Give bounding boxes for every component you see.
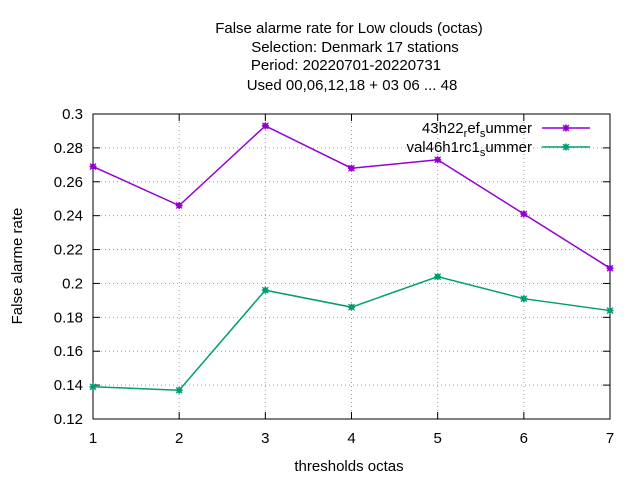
y-tick-label: 0.3 bbox=[62, 106, 83, 123]
y-axis-label: False alarme rate bbox=[9, 208, 26, 325]
data-point-val bbox=[89, 383, 97, 391]
data-point-ref bbox=[175, 202, 183, 209]
data-point-val bbox=[348, 303, 355, 311]
data-point-val bbox=[606, 307, 614, 315]
legend-point-val-d2 bbox=[562, 143, 570, 151]
data-point-val-d2 bbox=[434, 273, 442, 281]
data-point-val bbox=[520, 295, 528, 303]
y-tick-label: 0.26 bbox=[54, 174, 83, 191]
y-tick-label: 0.28 bbox=[54, 140, 83, 157]
y-tick-label: 0.14 bbox=[54, 377, 83, 394]
data-point-val bbox=[261, 286, 269, 294]
data-point-val-d2 bbox=[520, 295, 528, 303]
data-point-val-d2 bbox=[261, 286, 269, 294]
title-line-4: Used 00,06,12,18 + 03 06 ... 48 bbox=[247, 77, 458, 94]
x-tick-label: 3 bbox=[261, 430, 269, 447]
legend-label-val: val46h1rc1summer bbox=[406, 139, 532, 159]
x-axis-ticks: 1 2 3 4 5 6 7 bbox=[89, 114, 614, 447]
data-point-ref bbox=[89, 163, 97, 171]
y-tick-label: 0.2 bbox=[62, 275, 83, 292]
x-tick-label: 5 bbox=[433, 430, 441, 447]
data-point-ref-d2 bbox=[89, 163, 97, 170]
data-point-val-d2 bbox=[175, 386, 183, 394]
y-tick-label: 0.18 bbox=[54, 309, 83, 326]
data-point-ref-d2 bbox=[261, 122, 269, 130]
data-point-ref-d2 bbox=[175, 202, 183, 209]
y-tick-label: 0.12 bbox=[54, 411, 83, 428]
data-point-val-d2 bbox=[348, 303, 355, 311]
legend-marker-ref bbox=[562, 124, 570, 132]
y-tick-label: 0.16 bbox=[54, 343, 83, 360]
title-line-1: False alarme rate for Low clouds (octas) bbox=[215, 20, 483, 37]
x-tick-label: 7 bbox=[606, 430, 614, 447]
x-axis-label: thresholds octas bbox=[294, 458, 403, 475]
x-tick-label: 4 bbox=[347, 430, 355, 447]
data-point-ref bbox=[348, 164, 355, 172]
y-axis-ticks: 0.12 0.14 0.16 0.18 0.2 0.22 0.24 0.26 0.28 0.3 bbox=[54, 106, 610, 428]
data-point-ref bbox=[261, 122, 269, 130]
data-point-ref-d2 bbox=[434, 156, 442, 164]
data-point-ref-d2 bbox=[520, 210, 528, 218]
data-point-ref bbox=[520, 210, 528, 218]
data-point-ref bbox=[606, 264, 614, 272]
title-line-3: Period: 20220701-20220731 bbox=[251, 57, 441, 74]
data-point-val-d2 bbox=[89, 383, 97, 391]
data-point-ref-d2 bbox=[348, 164, 355, 172]
grid-lines bbox=[93, 114, 610, 419]
chart-title: False alarme rate for Low clouds (octas)… bbox=[215, 20, 483, 94]
legend-point-ref bbox=[562, 124, 570, 132]
legend-label-ref: 43h22refsummer bbox=[422, 120, 532, 140]
legend-entry-val: val46h1rc1summer bbox=[406, 139, 590, 159]
data-series bbox=[89, 122, 614, 394]
x-tick-label: 1 bbox=[89, 430, 97, 447]
legend-point-val bbox=[562, 143, 570, 151]
data-point-ref bbox=[434, 156, 442, 164]
legend-marker-val bbox=[562, 143, 570, 151]
data-point-val bbox=[434, 273, 442, 281]
title-line-2: Selection: Denmark 17 stations bbox=[251, 39, 459, 56]
legend-entry-ref: 43h22refsummer bbox=[422, 120, 590, 140]
data-point-val bbox=[175, 386, 183, 394]
x-tick-label: 6 bbox=[520, 430, 528, 447]
legend: 43h22refsummer val46h1rc1summer bbox=[406, 120, 590, 159]
y-tick-label: 0.22 bbox=[54, 242, 83, 259]
data-point-ref-d2 bbox=[606, 264, 614, 272]
y-tick-label: 0.24 bbox=[54, 208, 83, 225]
series-line-val bbox=[92, 275, 611, 391]
x-tick-label: 2 bbox=[175, 430, 183, 447]
legend-point-ref-d2 bbox=[562, 124, 570, 132]
data-point-val-d2 bbox=[606, 307, 614, 314]
